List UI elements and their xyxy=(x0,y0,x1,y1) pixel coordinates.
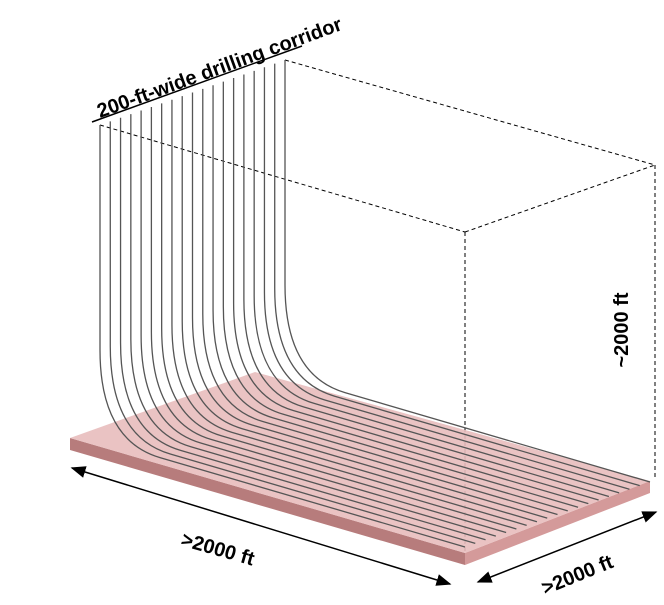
height-label: ~2000 ft xyxy=(611,292,633,367)
wells xyxy=(99,60,651,548)
well-path xyxy=(274,63,640,487)
well-path xyxy=(243,74,610,498)
well-path xyxy=(191,92,558,516)
well-path xyxy=(130,114,497,537)
well-path xyxy=(140,110,507,534)
well-path xyxy=(109,121,476,545)
well-path xyxy=(99,125,466,548)
width-label: >2000 ft xyxy=(539,551,617,600)
well-path xyxy=(161,103,527,526)
well-path xyxy=(212,85,579,508)
well-path xyxy=(171,99,538,523)
well-path xyxy=(222,81,589,505)
length-label: >2000 ft xyxy=(179,529,258,571)
length-arrow xyxy=(70,466,452,586)
well-path xyxy=(181,96,548,519)
corridor-label: 200-ft-wide drilling corridor xyxy=(94,13,345,122)
well-path xyxy=(202,88,568,512)
well-path xyxy=(119,117,486,541)
well-path xyxy=(150,106,517,530)
well-path xyxy=(284,60,651,483)
corridor-line xyxy=(91,45,303,123)
well-path xyxy=(263,67,630,490)
width-arrow xyxy=(476,511,658,583)
well-path xyxy=(253,70,620,494)
reservoir-slab xyxy=(70,372,650,565)
well-path xyxy=(232,78,599,501)
